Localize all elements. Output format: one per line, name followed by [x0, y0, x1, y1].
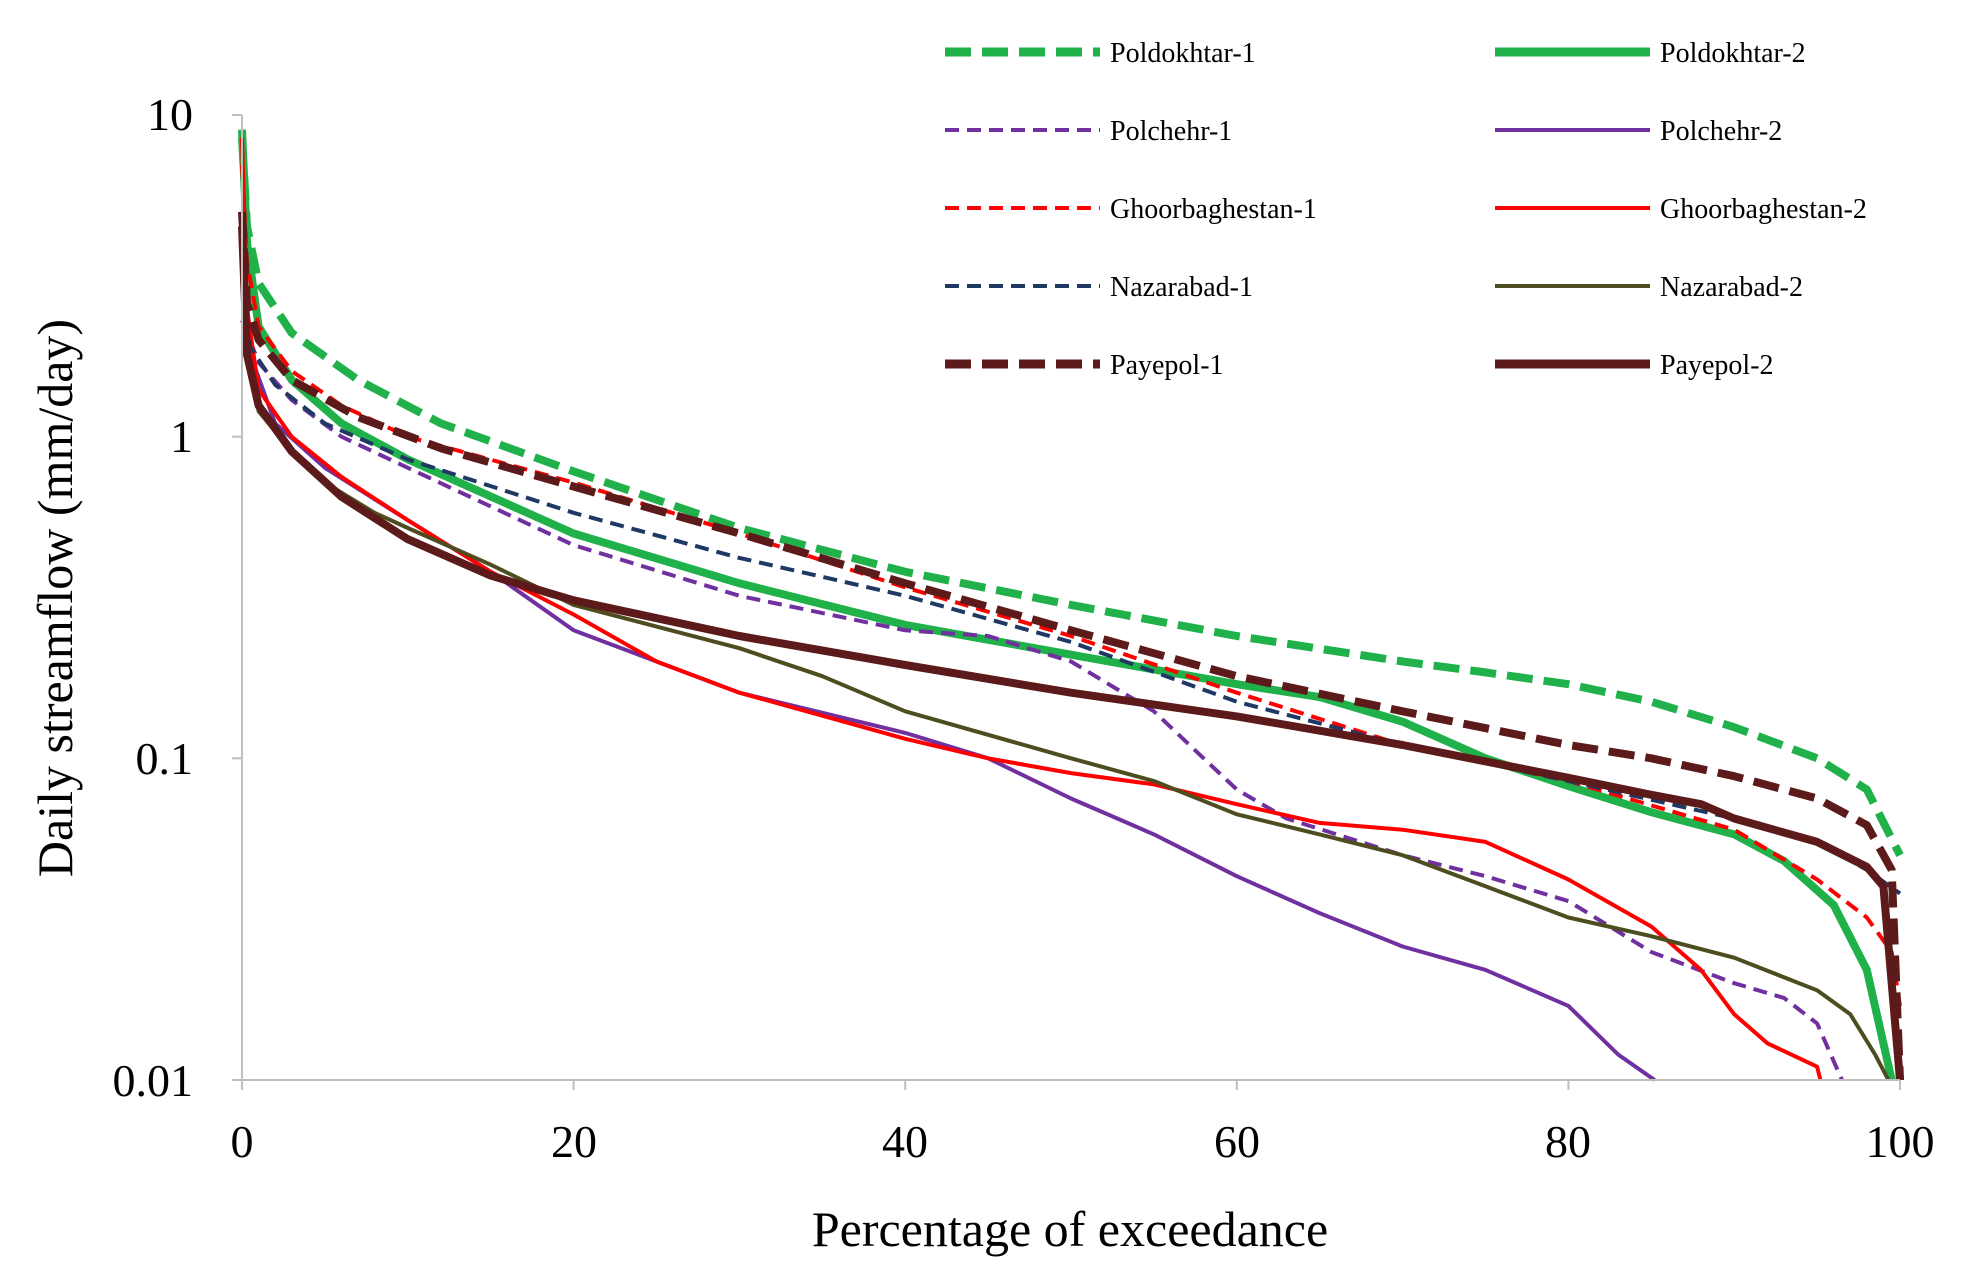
legend-label: Payepol-1	[1110, 350, 1224, 381]
y-tick-label: 0.01	[113, 1055, 194, 1106]
legend-entry-payepol-1: Payepol-1	[945, 350, 1224, 381]
legend-entry-poldokhtar-1: Poldokhtar-1	[945, 38, 1256, 69]
legend-label: Poldokhtar-2	[1660, 38, 1806, 69]
series-line-nazarabad-2	[240, 211, 1891, 1081]
legend-label: Ghoorbaghestan-1	[1110, 194, 1317, 225]
x-tick-label: 0	[231, 1116, 254, 1167]
x-tick-label: 80	[1545, 1116, 1591, 1167]
legend-label: Polchehr-2	[1660, 116, 1782, 147]
x-tick-label: 60	[1214, 1116, 1260, 1167]
legend-label: Polchehr-1	[1110, 116, 1232, 147]
x-tick-label: 100	[1866, 1116, 1935, 1167]
series-line-payepol-1	[238, 211, 1904, 1081]
y-tick-label: 10	[147, 89, 193, 140]
legend-entry-ghoorbaghestan-2: Ghoorbaghestan-2	[1495, 194, 1867, 225]
legend-label: Payepol-2	[1660, 350, 1774, 381]
legend-entry-polchehr-1: Polchehr-1	[945, 116, 1232, 147]
series-line-payepol-2	[238, 226, 1904, 1081]
plot-lines	[238, 129, 1904, 1082]
legend-label: Nazarabad-2	[1660, 272, 1803, 303]
series-line-polchehr-1	[240, 319, 1844, 1081]
series-line-poldokhtar-1	[238, 137, 1904, 858]
legend-entry-payepol-2: Payepol-2	[1495, 350, 1774, 381]
legend-label: Ghoorbaghestan-2	[1660, 194, 1867, 225]
legend-entry-polchehr-2: Polchehr-2	[1495, 116, 1782, 147]
axis-ticks	[232, 114, 1901, 1090]
legend-label: Poldokhtar-1	[1110, 38, 1256, 69]
x-tick-label: 40	[882, 1116, 928, 1167]
x-tick-label: 20	[551, 1116, 597, 1167]
legend-entry-nazarabad-2: Nazarabad-2	[1495, 272, 1803, 303]
series-line-poldokhtar-2	[238, 129, 1896, 1081]
y-axis-title: Daily streamflow (mm/day)	[27, 319, 83, 877]
x-axis-title: Percentage of exceedance	[812, 1201, 1328, 1257]
legend: Poldokhtar-1 Poldokhtar-2 Polchehr-1 Pol…	[945, 38, 1867, 381]
legend-entry-poldokhtar-2: Poldokhtar-2	[1495, 38, 1806, 69]
legend-label: Nazarabad-1	[1110, 272, 1253, 303]
y-tick-label: 1	[170, 411, 193, 462]
legend-entry-ghoorbaghestan-1: Ghoorbaghestan-1	[945, 194, 1317, 225]
legend-entry-nazarabad-1: Nazarabad-1	[945, 272, 1253, 303]
series-line-ghoorbaghestan-2	[240, 137, 1823, 1081]
series-line-polchehr-2	[240, 220, 1656, 1082]
y-tick-label: 0.1	[136, 733, 194, 784]
series-line-ghoorbaghestan-1	[240, 164, 1902, 1007]
